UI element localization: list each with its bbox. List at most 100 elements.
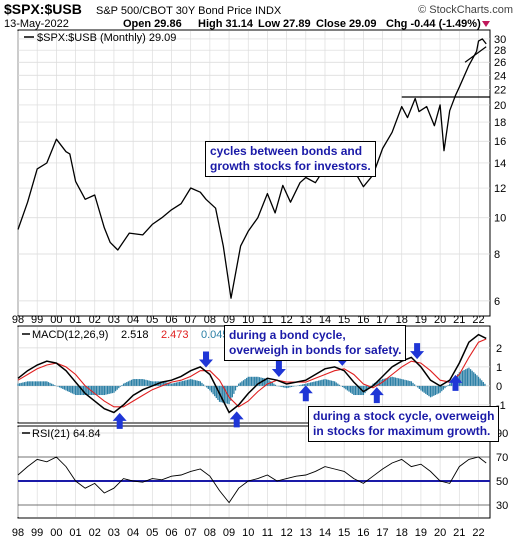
histogram-bar <box>131 380 132 386</box>
close-value: Close 29.09 <box>316 18 377 30</box>
histogram-bar <box>49 383 50 386</box>
histogram-bar <box>51 384 52 386</box>
histogram-bar <box>436 386 437 394</box>
histogram-bar <box>200 381 201 386</box>
histogram-bar <box>424 386 425 393</box>
bond-annotation-line: overweigh in bonds for safety. <box>229 343 401 358</box>
histogram-bar <box>118 386 119 388</box>
x-tick-label: 19 <box>415 527 427 539</box>
bond-annotation-line: during a bond cycle, <box>229 328 401 343</box>
histogram-bar <box>292 386 293 387</box>
histogram-bar <box>93 386 94 395</box>
x-tick-label: 05 <box>146 527 158 539</box>
histogram-bar <box>59 386 60 388</box>
histogram-bar <box>318 381 319 386</box>
histogram-bar <box>284 386 285 388</box>
bond-cycle-annotation: during a bond cycle, overweigh in bonds … <box>224 325 406 361</box>
histogram-bar <box>169 383 170 386</box>
histogram-bar <box>308 383 309 386</box>
histogram-bar <box>225 386 226 403</box>
histogram-bar <box>344 386 345 388</box>
price-y-tick-label: 30 <box>494 34 506 46</box>
histogram-bar <box>433 386 434 396</box>
histogram-bar <box>291 386 292 387</box>
histogram-bar <box>97 386 98 395</box>
histogram-bar <box>435 386 436 395</box>
x-tick-label: 21 <box>453 314 465 326</box>
histogram-bar <box>35 381 36 386</box>
price-y-tick-label: 18 <box>494 117 506 129</box>
histogram-bar <box>302 384 303 386</box>
histogram-bar <box>467 368 468 385</box>
histogram-bar <box>109 386 110 394</box>
histogram-bar <box>427 386 428 395</box>
x-tick-label: 06 <box>165 314 177 326</box>
histogram-bar <box>211 386 212 392</box>
histogram-bar <box>70 386 71 393</box>
histogram-bar <box>422 386 423 392</box>
histogram-bar <box>61 386 62 388</box>
histogram-bar <box>137 379 138 386</box>
histogram-bar <box>32 381 33 386</box>
histogram-bar <box>22 382 23 385</box>
price-y-tick-label: 14 <box>494 158 506 170</box>
x-tick-label: 14 <box>319 527 331 539</box>
histogram-bar <box>96 386 97 395</box>
histogram-bar <box>101 386 102 395</box>
histogram-bar <box>420 386 421 391</box>
histogram-bar <box>19 383 20 386</box>
histogram-bar <box>147 380 148 386</box>
histogram-bar <box>30 381 31 386</box>
signal-legend-value: 2.473 <box>161 329 189 341</box>
histogram-bar <box>33 381 34 386</box>
histogram-bar <box>62 386 63 389</box>
x-tick-label: 20 <box>434 314 446 326</box>
histogram-bar <box>342 386 343 387</box>
histogram-bar <box>209 386 210 391</box>
histogram-bar <box>275 385 276 386</box>
histogram-bar <box>328 380 329 386</box>
histogram-bar <box>195 380 196 386</box>
histogram-bar <box>149 381 150 386</box>
histogram-bar <box>283 386 284 388</box>
histogram-bar <box>479 379 480 386</box>
histogram-bar <box>281 386 282 387</box>
x-tick-label: 99 <box>31 527 43 539</box>
histogram-bar <box>425 386 426 394</box>
histogram-bar <box>252 377 253 386</box>
histogram-bar <box>348 386 349 392</box>
histogram-bar <box>352 386 353 394</box>
histogram-bar <box>220 386 221 402</box>
x-tick-label: 02 <box>89 527 101 539</box>
histogram-bar <box>345 386 346 389</box>
histogram-bar <box>196 381 197 386</box>
macd-legend-value: 2.518 <box>121 329 149 341</box>
histogram-bar <box>40 381 41 386</box>
histogram-bar <box>336 382 337 385</box>
histogram-bar <box>414 384 415 386</box>
histogram-bar <box>471 371 472 386</box>
x-tick-label: 15 <box>338 527 350 539</box>
histogram-bar <box>273 384 274 386</box>
histogram-bar <box>104 386 105 395</box>
histogram-bar <box>179 382 180 386</box>
histogram-bar <box>126 382 127 386</box>
histogram-bar <box>449 384 450 386</box>
histogram-bar <box>201 383 202 386</box>
histogram-bar <box>125 383 126 386</box>
histogram-bar <box>238 384 239 386</box>
histogram-bar <box>188 379 189 385</box>
histogram-bar <box>430 386 431 397</box>
histogram-bar <box>321 380 322 386</box>
histogram-bar <box>248 377 249 386</box>
histogram-bar <box>236 386 237 387</box>
histogram-bar <box>187 380 188 386</box>
histogram-bar <box>105 386 106 395</box>
histogram-bar <box>171 384 172 386</box>
histogram-bar <box>43 381 44 386</box>
histogram-bar <box>484 384 485 386</box>
histogram-bar <box>353 386 354 395</box>
x-tick-label: 22 <box>472 527 484 539</box>
histogram-bar <box>280 386 281 387</box>
histogram-bar <box>337 384 338 386</box>
